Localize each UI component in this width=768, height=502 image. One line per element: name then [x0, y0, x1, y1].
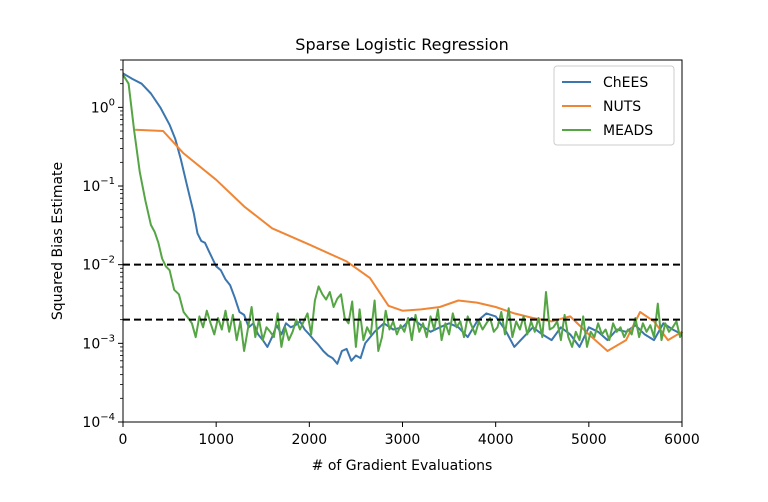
- x-tick-label: 4000: [478, 432, 514, 448]
- x-axis: 0 1000 2000 3000 4000 5000 6000: [119, 422, 700, 448]
- legend-label-chees: ChEES: [603, 75, 648, 91]
- legend: ChEES NUTS MEADS: [553, 65, 675, 146]
- legend-box: [553, 65, 675, 146]
- y-tick-label: 10−3: [82, 333, 115, 352]
- legend-label-nuts: NUTS: [603, 99, 641, 115]
- y-axis-label: Squared Bias Estimate: [50, 162, 66, 320]
- legend-label-meads: MEADS: [603, 123, 653, 139]
- series-line-meads: [122, 74, 683, 352]
- x-tick-label: 2000: [292, 432, 328, 448]
- series-layer: [122, 72, 683, 365]
- y-tick-label: 10−2: [82, 255, 115, 274]
- y-axis: 100 10−1 10−2 10−3 10−4: [82, 59, 123, 431]
- chart-title: Sparse Logistic Regression: [295, 35, 508, 54]
- series-line-nuts: [135, 128, 683, 352]
- reference-lines: [123, 263, 682, 321]
- x-tick-label: 1000: [198, 432, 234, 448]
- x-tick-label: 0: [119, 432, 128, 448]
- x-tick-label: 3000: [385, 432, 421, 448]
- y-tick-label: 100: [91, 97, 115, 116]
- x-axis-label: # of Gradient Evaluations: [312, 458, 493, 474]
- y-tick-label: 10−4: [82, 412, 115, 431]
- y-tick-label: 10−1: [82, 176, 115, 195]
- x-tick-label: 6000: [664, 432, 700, 448]
- x-tick-label: 5000: [571, 432, 607, 448]
- series-line-chees: [122, 72, 683, 365]
